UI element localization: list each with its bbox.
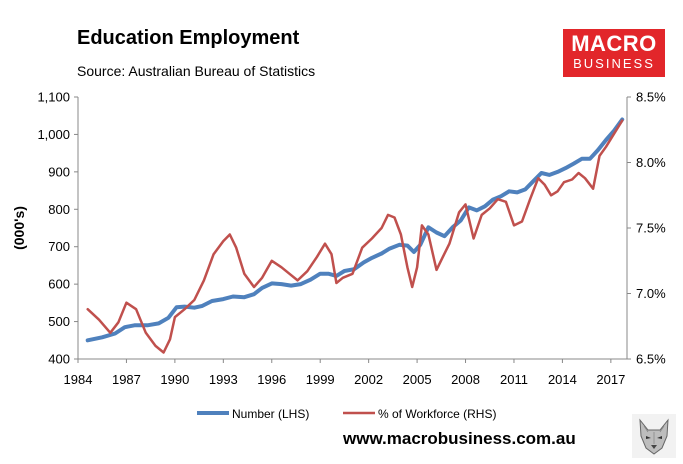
x-tick-label: 2011 [500,372,528,387]
chart-title: Education Employment [77,27,300,49]
website-url: www.macrobusiness.com.au [343,429,576,448]
x-tick-label: 2005 [403,372,432,387]
y2-tick-label: 8.5% [636,90,666,105]
macrobusiness-logo: MACRO BUSINESS [563,29,665,77]
wolf-mascot-icon [632,414,676,458]
x-tick-label: 1984 [64,372,93,387]
x-tick-label: 1996 [257,372,286,387]
y-tick-label: 600 [48,277,70,292]
x-tick-label: 1987 [112,372,141,387]
x-tick-label: 2014 [548,372,577,387]
y-tick-label: 900 [48,164,70,179]
y2-tick-label: 6.5% [636,352,666,367]
y2-tick-label: 8.0% [636,155,666,170]
y-tick-label: 500 [48,314,70,329]
series-line-number [85,117,625,343]
x-tick-label: 1993 [209,372,238,387]
y-tick-label: 800 [48,202,70,217]
legend-number-label: Number (LHS) [232,407,309,421]
x-tick-label: 2017 [596,372,625,387]
x-tick-label: 1999 [306,372,335,387]
logo-line-1: MACRO [571,31,657,56]
x-tick-label: 2002 [354,372,383,387]
y2-tick-label: 7.5% [636,221,666,236]
y-axis-label: (000's) [11,206,27,250]
y2-tick-label: 7.0% [636,286,666,301]
y-tick-label: 400 [48,352,70,367]
x-tick-label: 2008 [451,372,480,387]
series-line-percent [86,119,624,354]
chart-subtitle: Source: Australian Bureau of Statistics [77,63,316,79]
logo-line-2: BUSINESS [573,56,655,71]
legend-percent-label: % of Workforce (RHS) [378,407,496,421]
y-tick-label: 1,000 [37,127,70,142]
x-tick-label: 1990 [160,372,189,387]
y-tick-label: 700 [48,239,70,254]
y-tick-label: 1,100 [37,90,70,105]
